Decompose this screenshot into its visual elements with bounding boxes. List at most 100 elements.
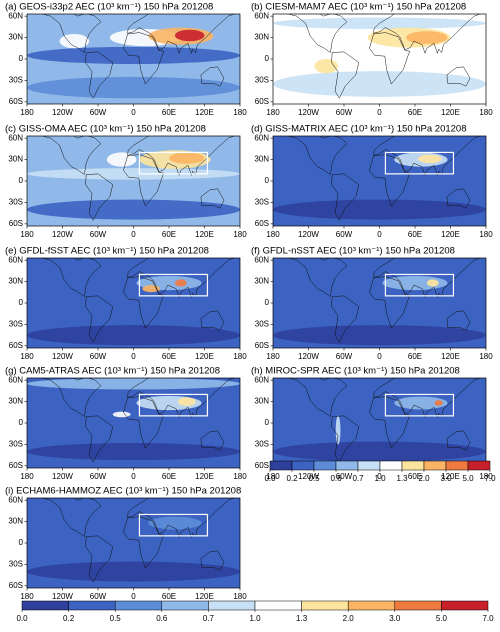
y-tick-label: 30N: [254, 155, 269, 164]
x-tick-label: 180: [233, 592, 247, 601]
field-blob: [112, 411, 131, 418]
field-blob: [106, 152, 137, 167]
colorbar-label: 0.5: [110, 614, 122, 623]
region-box: [138, 151, 209, 175]
field-blob: [59, 34, 90, 49]
map-panel: [27, 498, 240, 588]
field-blob: [335, 415, 341, 445]
y-tick-label: 60N: [254, 375, 269, 384]
coastline: [41, 136, 102, 176]
coastline: [369, 154, 411, 207]
panel-title: (g) CAM5-ATRAS AEC (10³ km⁻¹) 150 hPa 20…: [5, 366, 220, 377]
colorbar-label: 0.2: [63, 614, 75, 623]
colorbar-swatch: [313, 460, 337, 471]
colorbar-swatch: [208, 600, 256, 611]
colorbar-label: 3.0: [389, 614, 401, 623]
colorbar-label: 0.0: [264, 474, 276, 483]
x-tick-label: 120W: [298, 108, 319, 117]
colorbar-label: 7.0: [482, 614, 494, 623]
region-box: [138, 393, 209, 417]
colorbar-swatch: [347, 600, 396, 611]
panel-title: (b) CIESM-MAM7 AEC (10³ km⁻¹) 150 hPa 20…: [251, 2, 466, 13]
colorbar-swatch: [114, 600, 163, 611]
field-blob: [27, 378, 240, 390]
coastline: [127, 378, 235, 419]
x-tick-label: 60W: [336, 472, 353, 481]
x-tick-label: 120E: [195, 230, 214, 239]
coastline: [287, 14, 348, 54]
coastline: [373, 258, 481, 299]
x-tick-label: 120E: [441, 472, 460, 481]
coastline: [446, 430, 471, 451]
field-blob: [273, 441, 486, 462]
field-blob: [27, 199, 240, 220]
x-tick-label: 120W: [298, 472, 319, 481]
colorbar-swatch: [161, 600, 209, 611]
y-tick-label: 30S: [9, 560, 23, 569]
colorbar-label: 3.0: [440, 474, 452, 483]
x-tick-label: 60W: [336, 352, 353, 361]
x-tick-label: 60E: [162, 472, 176, 481]
coastline: [373, 378, 481, 419]
x-tick-label: 180: [20, 108, 34, 117]
x-tick-label: 180: [479, 230, 493, 239]
field-blob: [273, 325, 486, 346]
colorbar-swatch: [379, 460, 403, 471]
coastline: [200, 66, 225, 87]
x-tick-label: 120E: [195, 472, 214, 481]
x-tick-label: 180: [266, 108, 280, 117]
colorbar-label: 2.0: [343, 614, 355, 623]
y-tick-label: 60S: [9, 461, 23, 470]
coastline: [200, 188, 225, 209]
coastline: [331, 173, 360, 221]
colorbar-swatch: [291, 460, 315, 471]
coastline: [287, 258, 348, 298]
x-tick-label: 180: [233, 230, 247, 239]
colorbar-label: 0.7: [203, 614, 215, 623]
x-tick-label: 0: [377, 352, 382, 361]
panel-title: (a) GEOS-i33p2 AEC (10³ km⁻¹) 150 hPa 20…: [5, 2, 213, 13]
colorbar-label: 0.2: [286, 474, 298, 483]
colorbar-label: 0.6: [330, 474, 342, 483]
x-tick-label: 60E: [162, 592, 176, 601]
x-tick-label: 0: [377, 108, 382, 117]
coastline: [41, 498, 102, 538]
panel-title: (d) GISS-MATRIX AEC (10³ km⁻¹) 150 hPa 2…: [251, 124, 467, 135]
y-tick-label: 0: [265, 298, 270, 307]
y-tick-label: 60S: [255, 461, 269, 470]
x-tick-label: 60W: [336, 108, 353, 117]
field-blob: [27, 76, 240, 99]
colorbar-swatch: [254, 600, 302, 611]
x-tick-label: 0: [377, 230, 382, 239]
colorbar-swatch: [445, 460, 469, 471]
x-tick-label: 60E: [162, 230, 176, 239]
colorbar-label: 0.0: [16, 614, 28, 623]
y-tick-label: 30N: [8, 33, 23, 42]
colorbar-swatch: [68, 600, 116, 611]
map-panel: [27, 136, 240, 226]
y-tick-label: 30N: [254, 397, 269, 406]
map-panel: [27, 378, 240, 468]
field-blob: [273, 199, 486, 220]
colorbar-swatch: [467, 460, 491, 471]
coastline: [373, 136, 481, 177]
y-tick-label: 60N: [254, 11, 269, 20]
x-tick-label: 120E: [195, 352, 214, 361]
y-tick-label: 0: [265, 418, 270, 427]
x-tick-label: 60W: [90, 472, 107, 481]
y-tick-label: 0: [19, 418, 24, 427]
x-tick-label: 120W: [52, 352, 73, 361]
field-blob: [174, 279, 187, 287]
x-tick-label: 180: [479, 108, 493, 117]
y-tick-label: 30N: [8, 517, 23, 526]
y-tick-label: 30N: [254, 277, 269, 286]
x-tick-label: 180: [266, 472, 280, 481]
x-tick-label: 60E: [162, 352, 176, 361]
y-tick-label: 30S: [255, 440, 269, 449]
coastline: [41, 378, 102, 418]
y-tick-label: 30S: [9, 76, 23, 85]
coastline: [123, 276, 165, 329]
colorbar-label: 0.5: [308, 474, 320, 483]
coastline: [446, 66, 471, 87]
